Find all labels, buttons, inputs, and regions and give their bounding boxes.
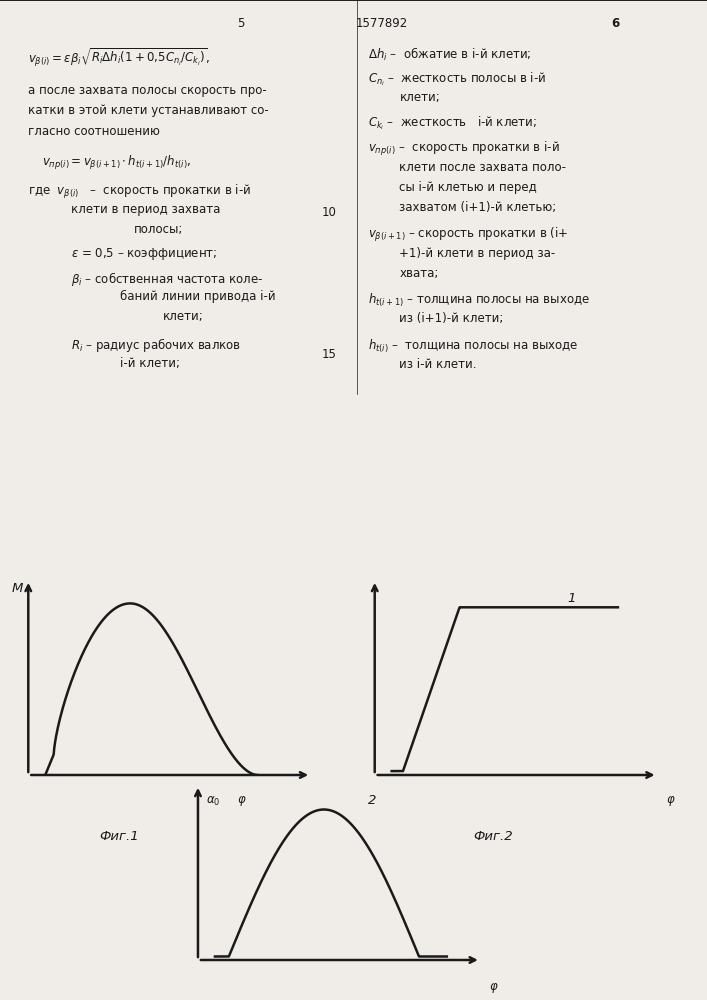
Text: $\beta_i$ – собственная частота коле-: $\beta_i$ – собственная частота коле- xyxy=(71,270,263,288)
Text: гласно соотношению: гласно соотношению xyxy=(28,125,160,138)
Text: $v_{\beta(i+1)}$ – скорость прокатки в (i+: $v_{\beta(i+1)}$ – скорость прокатки в (… xyxy=(368,226,568,244)
Text: 6: 6 xyxy=(611,17,619,30)
Text: $v_{пр(i)} = v_{\beta(i+1)}\cdot h_{t(i+1)}/h_{t(i)},$: $v_{пр(i)} = v_{\beta(i+1)}\cdot h_{t(i+… xyxy=(42,154,192,172)
Text: $v_{\beta(i)} = \varepsilon\beta_i\sqrt{R_i\Delta h_i(1+0{,}5C_{n_i}/C_{k_i})},$: $v_{\beta(i)} = \varepsilon\beta_i\sqrt{… xyxy=(28,46,211,69)
Text: хвата;: хвата; xyxy=(399,267,439,280)
Text: i-й клети;: i-й клети; xyxy=(120,357,180,370)
Text: 15: 15 xyxy=(321,348,337,361)
Text: клети после захвата поло-: клети после захвата поло- xyxy=(399,161,566,174)
Text: $\Delta h_i$ –  обжатие в i-й клети;: $\Delta h_i$ – обжатие в i-й клети; xyxy=(368,46,531,64)
Text: полосы;: полосы; xyxy=(134,223,184,236)
Text: +1)-й клети в период за-: +1)-й клети в период за- xyxy=(399,246,556,259)
Text: 1577892: 1577892 xyxy=(356,17,408,30)
Text: клети в период захвата: клети в период захвата xyxy=(71,203,220,216)
Text: из (i+1)-й клети;: из (i+1)-й клети; xyxy=(399,312,504,325)
Text: $\alpha_0$: $\alpha_0$ xyxy=(206,794,221,808)
Text: где  $v_{\beta(i)}$   –  скорость прокатки в i-й: где $v_{\beta(i)}$ – скорость прокатки в… xyxy=(28,183,251,201)
Text: $v_{пр(i)}$ –  скорость прокатки в i-й: $v_{пр(i)}$ – скорость прокатки в i-й xyxy=(368,140,559,158)
Text: 2: 2 xyxy=(368,794,376,807)
Text: баний линии привода i-й: баний линии привода i-й xyxy=(120,290,276,303)
Text: Фиг.2: Фиг.2 xyxy=(474,830,513,843)
Text: $\varphi$: $\varphi$ xyxy=(489,981,499,995)
Text: $C_{n_i}$ –  жесткость полосы в i-й: $C_{n_i}$ – жесткость полосы в i-й xyxy=(368,71,546,88)
Text: катки в этой клети устанавливают со-: катки в этой клети устанавливают со- xyxy=(28,104,269,117)
Text: $h_{t(i+1)}$ – толщина полосы на выходе: $h_{t(i+1)}$ – толщина полосы на выходе xyxy=(368,292,590,309)
Text: $\varepsilon$ = 0,5 – коэффициент;: $\varepsilon$ = 0,5 – коэффициент; xyxy=(71,246,217,262)
Text: $h_{t(i)}$ –  толщина полосы на выходе: $h_{t(i)}$ – толщина полосы на выходе xyxy=(368,338,578,355)
Text: $C_{k_i}$ –  жесткость   i-й клети;: $C_{k_i}$ – жесткость i-й клети; xyxy=(368,114,537,132)
Text: сы i-й клетью и перед: сы i-й клетью и перед xyxy=(399,181,537,194)
Text: Фиг.1: Фиг.1 xyxy=(99,830,139,843)
Text: $\varphi$: $\varphi$ xyxy=(666,794,676,808)
Text: а после захвата полосы скорость про-: а после захвата полосы скорость про- xyxy=(28,84,267,97)
Text: 10: 10 xyxy=(321,206,337,219)
Text: $\varphi$: $\varphi$ xyxy=(237,794,247,808)
Text: клети;: клети; xyxy=(163,310,204,323)
Text: 5: 5 xyxy=(237,17,244,30)
Text: захватом (i+1)-й клетью;: захватом (i+1)-й клетью; xyxy=(399,201,556,214)
Text: клети;: клети; xyxy=(399,91,440,104)
Text: 1: 1 xyxy=(567,592,575,605)
Text: из i-й клети.: из i-й клети. xyxy=(399,358,477,371)
Text: M: M xyxy=(11,582,23,595)
Text: $R_i$ – радиус рабочих валков: $R_i$ – радиус рабочих валков xyxy=(71,336,241,354)
